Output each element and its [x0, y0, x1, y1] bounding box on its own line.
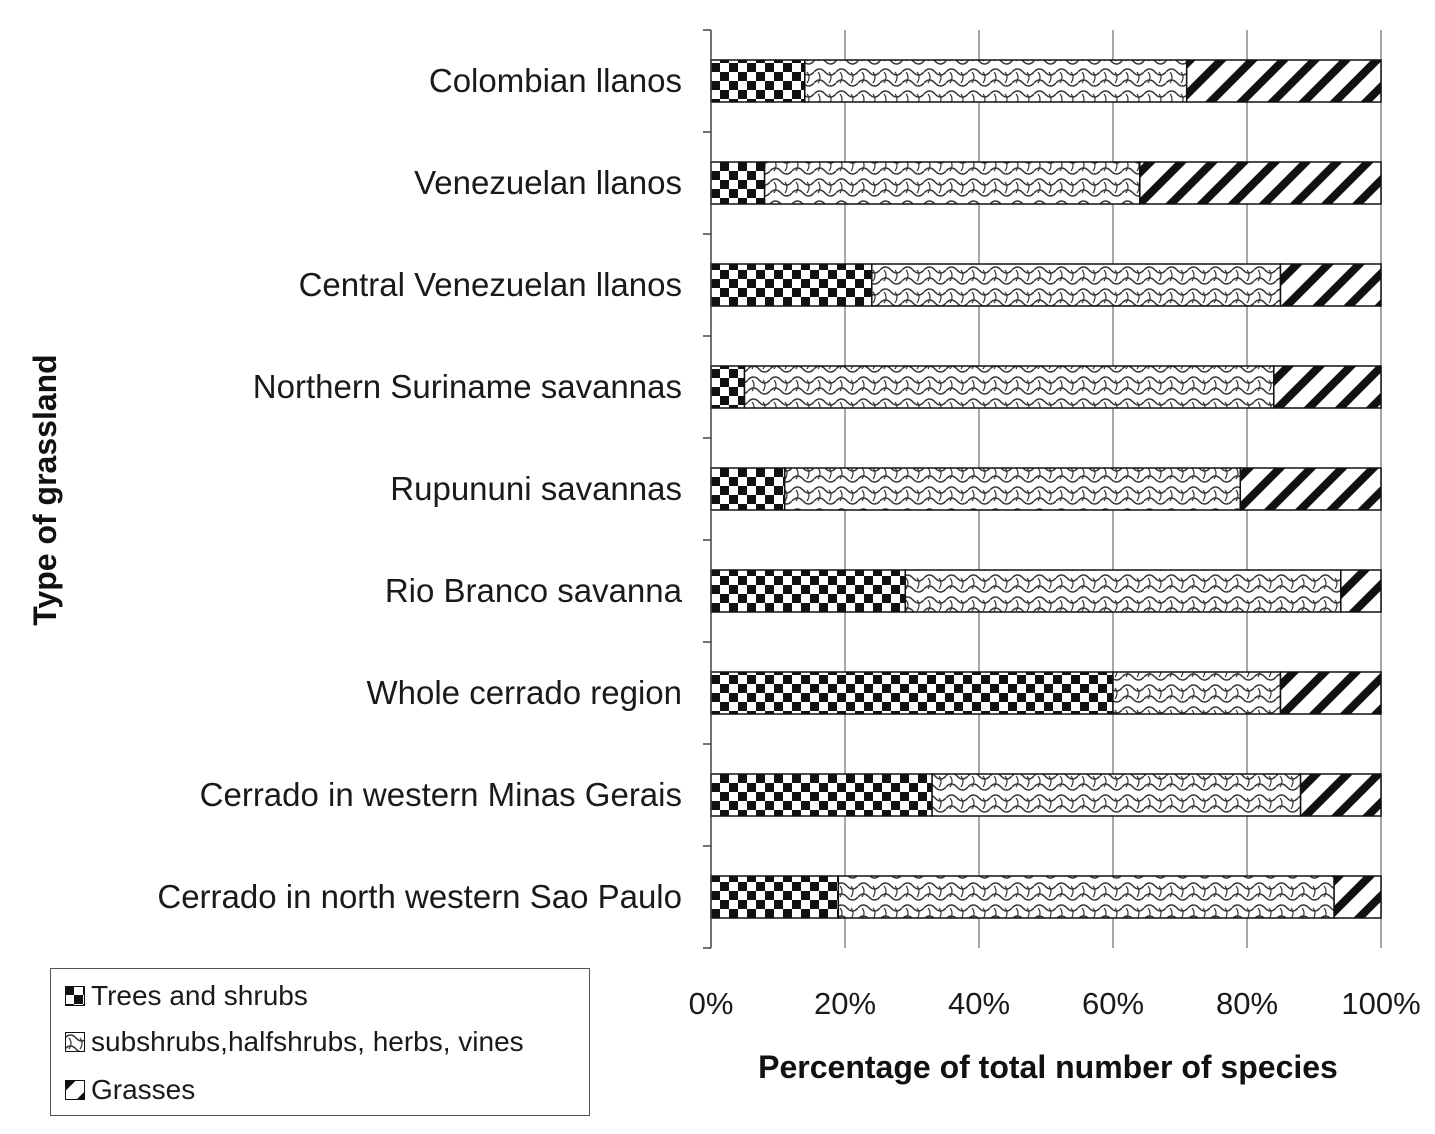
bar-segment-wave — [763, 161, 1141, 205]
category-label: Cerrado in western Minas Gerais — [200, 776, 682, 813]
bar-segment-wave — [931, 773, 1302, 817]
bar-segment-diagonal — [1239, 467, 1382, 511]
x-tick-label: 20% — [814, 986, 876, 1021]
bar-segment-wave — [904, 569, 1342, 613]
bar-segment-checker — [710, 263, 873, 307]
category-label: Central Venezuelan llanos — [299, 266, 682, 303]
bar-segment-diagonal — [1279, 263, 1382, 307]
category-label: Venezuelan llanos — [414, 164, 682, 201]
legend-label-grasses: Grasses — [91, 1074, 196, 1105]
bar-segment-diagonal — [1340, 569, 1382, 613]
x-tick-label: 0% — [689, 986, 734, 1021]
bar-segment-checker — [710, 365, 746, 409]
bar-segment-wave — [837, 875, 1335, 919]
legend-swatch-wave — [65, 1032, 85, 1052]
category-label: Cerrado in north western Sao Paulo — [157, 878, 682, 915]
axes — [703, 29, 712, 949]
bar-segment-checker — [710, 773, 933, 817]
category-label: Whole cerrado region — [367, 674, 683, 711]
bar-segment-checker — [710, 161, 766, 205]
bar-segment-checker — [710, 875, 840, 919]
bar-segment-wave — [743, 365, 1275, 409]
x-tick-label: 80% — [1216, 986, 1278, 1021]
bar-segment-diagonal — [1185, 59, 1382, 103]
bar-segment-diagonal — [1139, 161, 1382, 205]
legend-label-trees: Trees and shrubs — [91, 980, 308, 1011]
bar-segment-checker — [710, 467, 786, 511]
bar-segment-diagonal — [1333, 875, 1382, 919]
bar-segment-diagonal — [1299, 773, 1382, 817]
bars — [710, 59, 1382, 919]
legend-label-subshrubs: subshrubs,halfshrubs, herbs, vines — [91, 1026, 524, 1057]
bar-segment-wave — [1112, 671, 1282, 715]
category-label: Rio Branco savanna — [385, 572, 683, 609]
category-labels: Colombian llanos Venezuelan llanos Central… — [157, 62, 682, 915]
x-tick-labels: 0% 20% 40% 60% 80% 100% — [689, 986, 1421, 1021]
legend: Trees and shrubs subshrubs,halfshrubs, h… — [50, 968, 590, 1116]
category-label: Rupununi savannas — [390, 470, 682, 507]
x-axis-title: Percentage of total number of species — [758, 1049, 1338, 1085]
legend-item-trees: Trees and shrubs — [65, 980, 308, 1011]
x-tick-label: 100% — [1341, 986, 1420, 1021]
bar-segment-wave — [783, 467, 1242, 511]
category-label: Northern Suriname savannas — [253, 368, 682, 405]
bar-segment-wave — [871, 263, 1282, 307]
category-label: Colombian llanos — [429, 62, 682, 99]
bar-segment-diagonal — [1273, 365, 1382, 409]
bar-segment-checker — [710, 671, 1114, 715]
bar-segment-wave — [804, 59, 1188, 103]
bar-segment-diagonal — [1279, 671, 1382, 715]
bar-segment-checker — [710, 59, 806, 103]
legend-item-grasses: Grasses — [65, 1074, 196, 1105]
bar-segment-checker — [710, 569, 907, 613]
legend-item-subshrubs: subshrubs,halfshrubs, herbs, vines — [65, 1026, 524, 1057]
legend-swatch-checker — [65, 986, 85, 1006]
y-axis-title: Type of grassland — [27, 354, 63, 625]
x-tick-label: 60% — [1082, 986, 1144, 1021]
legend-swatch-diagonal — [65, 1080, 85, 1100]
x-tick-label: 40% — [948, 986, 1010, 1021]
